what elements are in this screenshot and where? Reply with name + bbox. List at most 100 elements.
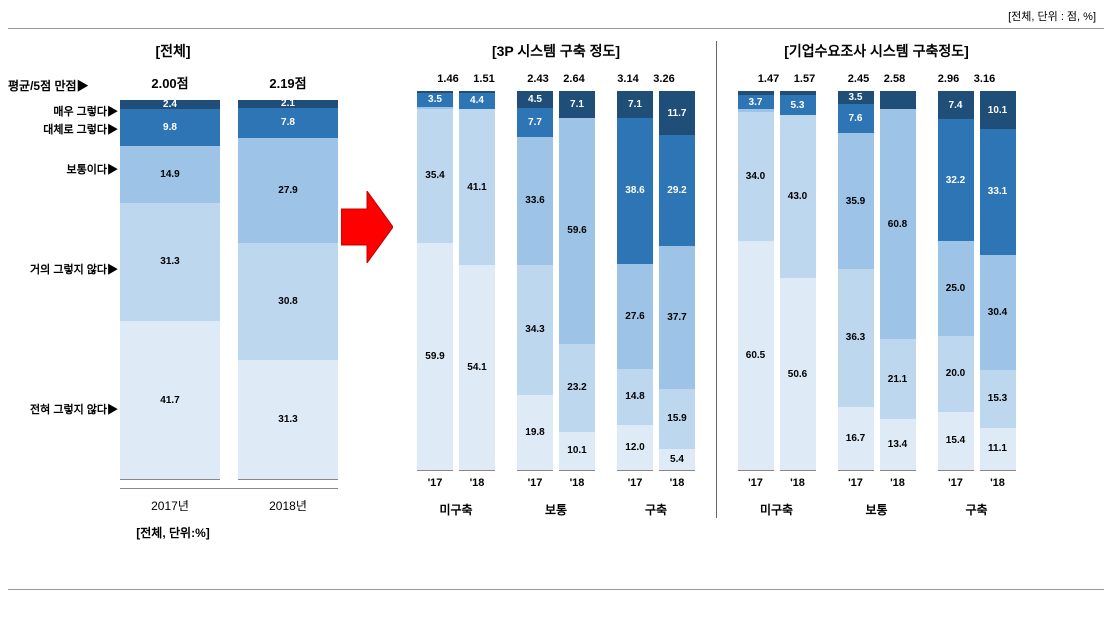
bar-segment: 15.4 [938,412,974,470]
segment-label: 3.7 [749,97,763,108]
row-label: 매우 그렇다▶ [53,103,118,119]
avg-value: 3.26 [648,73,680,85]
bar-segment: 5.4 [659,449,695,469]
segment-label: 41.1 [467,182,486,193]
avg-header: 평균/5점 만점▶ [8,77,89,94]
panel: [기업수요조사 시스템 구축정도] 1.47 1.57 2.45 2.58 2.96 3.1… [716,41,1036,518]
year-label: '18 [780,477,816,489]
stacked-bar: 4.4 41.1 54.1 [459,91,495,471]
big-arrow [338,41,396,263]
segment-label: 38.6 [625,185,644,196]
avg-value: 1.57 [789,73,821,85]
bar-segment: 7.7 [517,108,553,137]
year-label: '17 [517,477,553,489]
year-label: '17 [617,477,653,489]
segment-label: 33.1 [988,186,1007,197]
avg-value: 1.47 [753,73,785,85]
avg-value: 2.96 [933,73,965,85]
stacked-bar: 60.821.113.4 [880,91,916,471]
bar-segment: 36.3 [838,269,874,407]
category-label: 보통 [545,501,567,518]
stacked-bar: 7.1 38.6 27.6 14.8 12.0 [617,91,653,471]
bar-segment: 30.8 [238,243,338,360]
bar-segment: 33.6 [517,137,553,264]
segment-label: 33.6 [525,195,544,206]
segment-label: 35.9 [846,196,865,207]
stacked-bar: 7.159.623.210.1 [559,91,595,471]
avg-value: 2.58 [879,73,911,85]
segment-label: 4.4 [470,95,484,106]
segment-label: 15.9 [667,413,686,424]
bar-segment: 50.6 [780,278,816,470]
year-label: '17 [938,477,974,489]
segment-label: 14.8 [625,391,644,402]
bar-segment: 32.2 [938,119,974,241]
year-label: 2017년 [120,497,220,514]
segment-label: 3.5 [428,94,442,105]
segment-label: 12.0 [625,442,644,453]
segment-label: 10.1 [988,105,1007,116]
segment-label: 11.1 [988,443,1007,454]
category-label: 미구축 [439,501,472,518]
bar-segment: 2.4 [120,100,220,109]
year-label: '18 [459,477,495,489]
unit-label: [전체, 단위 : 점, %] [8,8,1104,24]
avg-value: 2.45 [843,73,875,85]
segment-label: 37.7 [667,312,686,323]
segment-label: 5.4 [670,454,684,465]
segment-label: 30.4 [988,307,1007,318]
segment-label: 7.1 [628,99,642,110]
segment-label: 20.0 [946,368,965,379]
year-label: '17 [838,477,874,489]
segment-label: 11.7 [668,108,687,119]
segment-label: 25.0 [946,283,965,294]
segment-label: 34.0 [746,171,765,182]
year-label: '18 [880,477,916,489]
segment-label: 60.5 [746,350,765,361]
segment-label: 10.1 [567,445,586,456]
bar-segment: 31.3 [238,360,338,479]
stacked-bar: 3.57.635.936.316.7 [838,91,874,471]
panel-title-overall: [전체] [8,41,338,61]
bar-segment: 3.5 [417,93,453,106]
bar-segment: 54.1 [459,265,495,470]
category-label: 보통 [865,501,887,518]
segment-label: 29.2 [667,185,686,196]
panel-title: [기업수요조사 시스템 구축정도] [717,41,1036,61]
segment-label: 15.3 [988,393,1007,404]
segment-label: 27.6 [625,311,644,322]
segment-label: 21.1 [888,374,907,385]
segment-label: 19.8 [525,427,544,438]
segment-label: 7.4 [949,100,963,111]
category-label: 미구축 [760,501,793,518]
bar-segment [880,91,916,109]
category-label: 구축 [965,501,987,518]
stacked-bar: 5.343.050.6 [780,91,816,471]
sub-label: [전체, 단위:%] [8,524,338,541]
avg-row: 2.00점2.19점 [120,73,338,92]
segment-label: 7.1 [570,99,584,110]
bar-segment: 29.2 [659,135,695,246]
bar-segment: 33.1 [980,129,1016,254]
year-label: '18 [659,477,695,489]
segment-label: 36.3 [846,332,865,343]
bar-segment: 14.9 [120,146,220,202]
bar-segment: 16.7 [838,407,874,470]
bar-segment: 35.9 [838,133,874,269]
bar-segment: 10.1 [559,432,595,470]
bar-segment: 9.8 [120,109,220,146]
stacked-bar: 3.535.459.9 [417,91,453,471]
bar-segment: 30.4 [980,255,1016,370]
segment-label: 31.3 [278,414,297,425]
avg-value: 2.19점 [238,73,338,92]
avg-value: 1.51 [468,73,500,85]
bar-segment: 7.6 [838,104,874,133]
bar-segment: 14.8 [617,369,653,425]
avg-value: 3.16 [969,73,1001,85]
segment-label: 41.7 [160,395,179,406]
segment-label: 15.4 [946,435,965,446]
stacked-bar: 10.1 33.1 30.4 15.3 11.1 [980,91,1016,471]
bar-segment: 5.3 [780,95,816,115]
year-label: '17 [417,477,453,489]
panel: [3P 시스템 구축 정도]1.461.512.432.643.143.263.… [396,41,716,518]
